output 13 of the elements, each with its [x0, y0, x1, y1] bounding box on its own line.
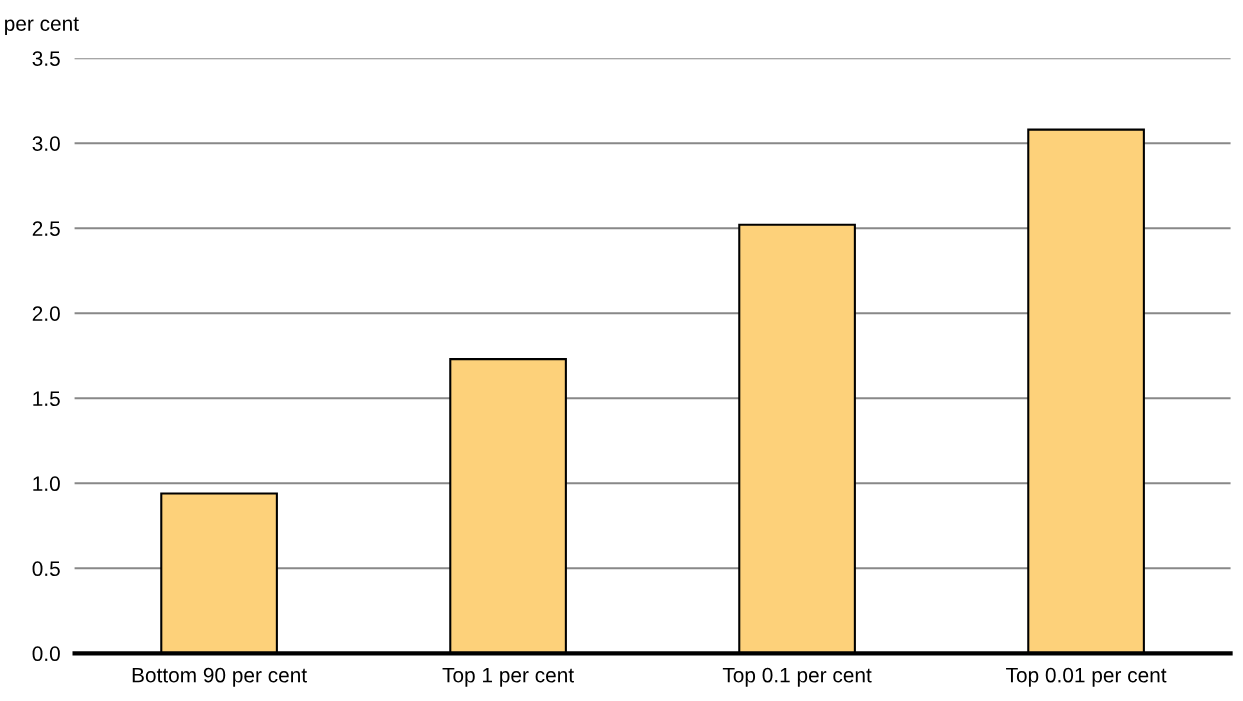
y-tick-label: 1.5	[33, 391, 60, 407]
y-tick-label: 2.0	[32, 306, 60, 321]
x-tick-label: Bottom 90 per cent	[132, 667, 307, 687]
y-axis-title: per cent	[5, 17, 79, 36]
y-tick-label: 0.5	[32, 561, 60, 577]
y-tick-label: 3.0	[32, 136, 60, 151]
y-tick-label: 2.5	[32, 221, 60, 236]
x-tick-label: Top 1 per cent	[442, 667, 574, 687]
y-tick-label: 3.5	[32, 51, 60, 66]
y-tick-label: 0.0	[32, 646, 60, 662]
y-tick-label: 1.0	[33, 476, 60, 492]
x-tick-label: Top 0.01 per cent	[1006, 667, 1167, 687]
x-tick-label: Top 0.1 per cent	[722, 667, 872, 687]
